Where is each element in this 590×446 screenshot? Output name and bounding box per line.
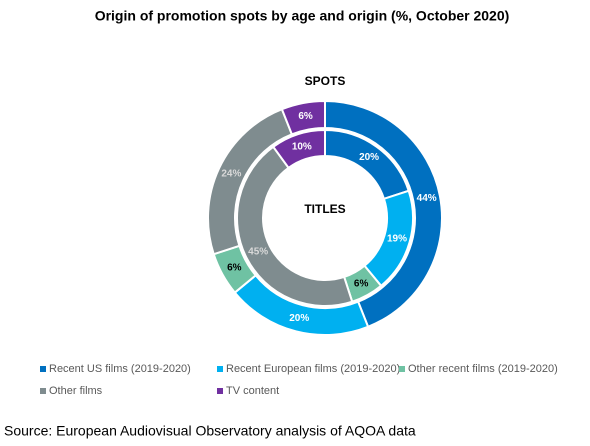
data-label: 45%	[248, 247, 268, 258]
data-label: 19%	[387, 234, 407, 245]
legend-label: Recent US films (2019-2020)	[49, 363, 191, 375]
donut-segment	[236, 145, 354, 307]
data-label: 6%	[354, 278, 369, 289]
legend-label: Other recent films (2019-2020)	[408, 363, 558, 375]
data-label: 44%	[417, 193, 437, 204]
legend-swatch	[40, 366, 46, 372]
legend-label: TV content	[226, 385, 279, 397]
data-label: 6%	[227, 263, 242, 274]
source-note: Source: European Audiovisual Observatory…	[4, 423, 416, 439]
inner-ring-label: TITLES	[304, 202, 345, 216]
data-label: 20%	[359, 152, 379, 163]
legend-swatch	[217, 366, 223, 372]
legend-swatch	[40, 388, 46, 394]
chart-title: Origin of promotion spots by age and ori…	[95, 8, 510, 24]
data-label: 20%	[289, 313, 309, 324]
donut-segment	[271, 128, 326, 170]
data-label: 6%	[298, 111, 313, 122]
outer-ring-label: SPOTS	[305, 74, 346, 88]
legend-swatch	[217, 388, 223, 394]
data-label: 24%	[221, 169, 241, 180]
legend-swatch	[399, 366, 405, 372]
legend-label: Recent European films (2019-2020)	[226, 363, 400, 375]
legend-label: Other films	[49, 385, 103, 397]
donut-segment	[280, 99, 326, 136]
data-label: 10%	[292, 141, 312, 152]
